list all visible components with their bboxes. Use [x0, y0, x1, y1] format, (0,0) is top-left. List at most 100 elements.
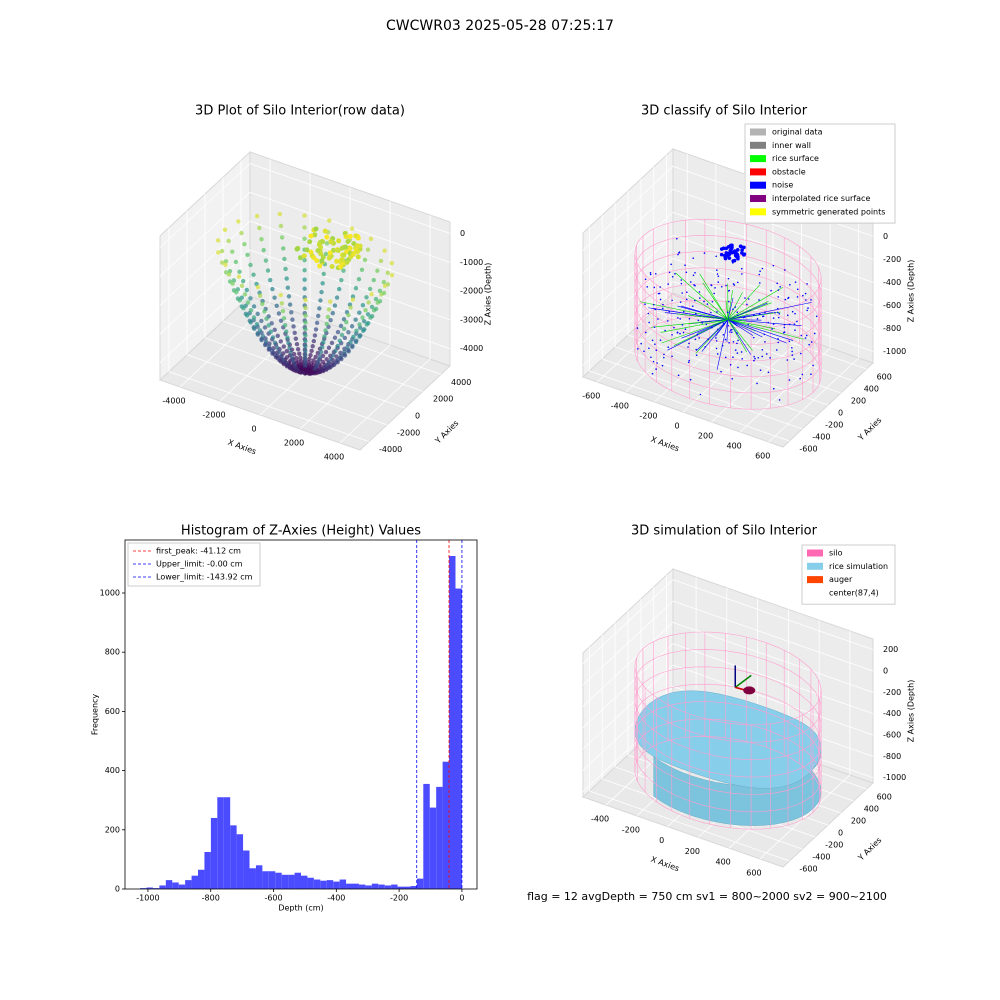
- noise-point: [763, 333, 766, 336]
- y-tick-label: 800: [105, 648, 120, 657]
- bar: [140, 888, 147, 889]
- raw-point: [259, 237, 264, 242]
- noise-point: [725, 254, 730, 258]
- raw-point: [354, 249, 360, 255]
- noise-point: [695, 354, 698, 357]
- raw-point: [337, 264, 343, 270]
- z-tick-label: -1000: [883, 773, 906, 782]
- noise-point: [732, 356, 734, 359]
- noise-point: [668, 271, 671, 274]
- bar: [249, 868, 256, 889]
- raw-point: [302, 257, 307, 263]
- noise-point: [717, 275, 720, 277]
- raw-point: [269, 348, 275, 354]
- raw-point: [274, 303, 279, 308]
- noise-point: [688, 359, 691, 362]
- noise-point: [643, 350, 645, 353]
- noise-point: [777, 341, 780, 344]
- noise-point: [662, 303, 664, 306]
- noise-point: [671, 333, 673, 336]
- noise-point: [691, 305, 694, 307]
- noise-point: [719, 247, 724, 251]
- noise-point: [772, 317, 775, 319]
- noise-point: [737, 366, 739, 369]
- raw-point: [290, 357, 296, 363]
- raw-point: [313, 226, 319, 232]
- noise-point: [677, 374, 680, 377]
- raw-point: [288, 350, 293, 355]
- noise-point: [796, 288, 799, 291]
- noise-point: [694, 271, 696, 274]
- rice-line: [727, 287, 784, 320]
- raw-point: [239, 283, 245, 288]
- raw-point: [307, 239, 313, 245]
- x-tick-label: 600: [746, 868, 761, 877]
- grid-line: [672, 643, 874, 715]
- raw-point: [290, 317, 295, 322]
- raw-point: [289, 354, 294, 359]
- raw-point: [248, 320, 253, 325]
- noise-point: [679, 332, 681, 335]
- raw-point: [341, 268, 346, 273]
- raw-point: [278, 292, 283, 298]
- grid-line: [582, 579, 674, 664]
- raw-point: [303, 338, 308, 344]
- raw-point: [362, 327, 367, 332]
- legend-label: rice surface: [772, 154, 819, 163]
- y-tick-label: -200: [825, 421, 843, 430]
- noise-point: [716, 353, 719, 355]
- raw-point: [326, 255, 332, 261]
- raw-point: [262, 309, 267, 314]
- noise-point: [799, 377, 801, 380]
- rice-line: [727, 292, 743, 320]
- raw-point: [275, 356, 281, 361]
- raw-point: [304, 247, 310, 253]
- auger: [743, 686, 756, 695]
- noise-point: [684, 328, 687, 331]
- raw-point: [342, 349, 347, 355]
- raw-point: [327, 365, 332, 371]
- bar: [442, 761, 450, 889]
- bar: [371, 883, 379, 889]
- raw-point: [336, 286, 342, 292]
- raw-point: [341, 317, 347, 322]
- raw-point: [327, 250, 333, 256]
- noise-point: [742, 316, 745, 319]
- raw-point: [287, 345, 292, 351]
- bar: [217, 797, 224, 889]
- noise-point: [737, 339, 739, 342]
- noise-point: [772, 264, 775, 267]
- raw-point: [319, 345, 325, 350]
- noise-point: [793, 358, 795, 360]
- noise-point: [657, 318, 659, 320]
- noise-point: [732, 283, 735, 285]
- raw-point: [302, 277, 307, 282]
- grid-line: [582, 600, 674, 686]
- x-tick-label: 0: [251, 425, 256, 434]
- raw-point: [281, 246, 286, 251]
- noise-point: [716, 328, 719, 331]
- noise-point: [687, 346, 689, 348]
- bar: [230, 825, 237, 889]
- noise-point: [647, 312, 650, 315]
- noise-point: [720, 370, 722, 373]
- noise-point: [791, 354, 794, 356]
- legend-label: original data: [772, 128, 823, 137]
- noise-point: [786, 359, 789, 361]
- y-tick-label: 600: [105, 707, 120, 716]
- rice-line: [648, 307, 729, 320]
- noise-point: [671, 299, 673, 302]
- silo-ring: [634, 316, 822, 410]
- rice-line: [712, 319, 729, 326]
- bar: [378, 884, 385, 889]
- noise-point: [655, 273, 657, 275]
- raw-point: [277, 349, 282, 355]
- rice-line: [727, 312, 774, 320]
- noise-point: [734, 306, 736, 308]
- legend-label: inner wall: [772, 141, 811, 150]
- bar: [301, 875, 308, 889]
- noise-point: [674, 272, 676, 275]
- noise-point: [761, 355, 764, 358]
- raw-point: [331, 352, 336, 358]
- grid-line: [582, 235, 674, 320]
